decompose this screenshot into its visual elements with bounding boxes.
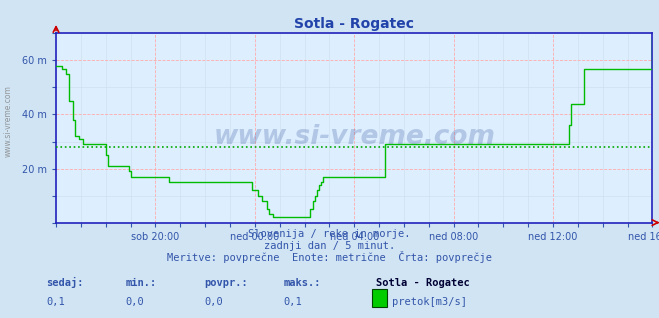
Text: pretok[m3/s]: pretok[m3/s]	[392, 297, 467, 307]
Text: www.si-vreme.com: www.si-vreme.com	[214, 124, 495, 150]
Text: povpr.:: povpr.:	[204, 278, 248, 288]
Text: 0,1: 0,1	[46, 297, 65, 307]
Text: Sotla - Rogatec: Sotla - Rogatec	[376, 278, 469, 288]
Text: Meritve: povprečne  Enote: metrične  Črta: povprečje: Meritve: povprečne Enote: metrične Črta:…	[167, 251, 492, 263]
Text: zadnji dan / 5 minut.: zadnji dan / 5 minut.	[264, 241, 395, 251]
Text: min.:: min.:	[125, 278, 156, 288]
Text: sedaj:: sedaj:	[46, 277, 84, 288]
Text: maks.:: maks.:	[283, 278, 321, 288]
Text: 0,0: 0,0	[204, 297, 223, 307]
Title: Sotla - Rogatec: Sotla - Rogatec	[294, 17, 415, 31]
Text: 0,0: 0,0	[125, 297, 144, 307]
Text: Slovenija / reke in morje.: Slovenija / reke in morje.	[248, 229, 411, 239]
Text: 0,1: 0,1	[283, 297, 302, 307]
Text: www.si-vreme.com: www.si-vreme.com	[4, 85, 13, 157]
